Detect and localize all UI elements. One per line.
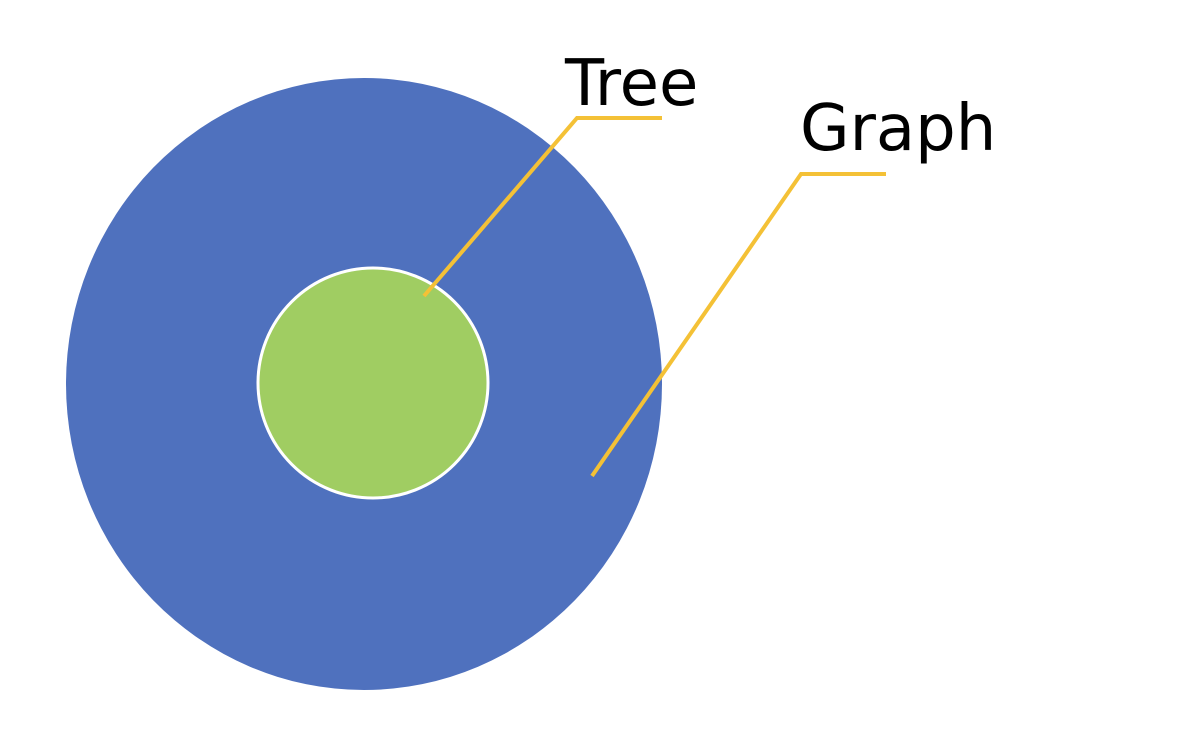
graph-callout-line [590, 172, 886, 478]
tree-label: Tree [564, 47, 698, 121]
graph-label: Graph [800, 92, 996, 166]
tree-circle [256, 266, 490, 500]
tree-callout-line [422, 116, 662, 298]
